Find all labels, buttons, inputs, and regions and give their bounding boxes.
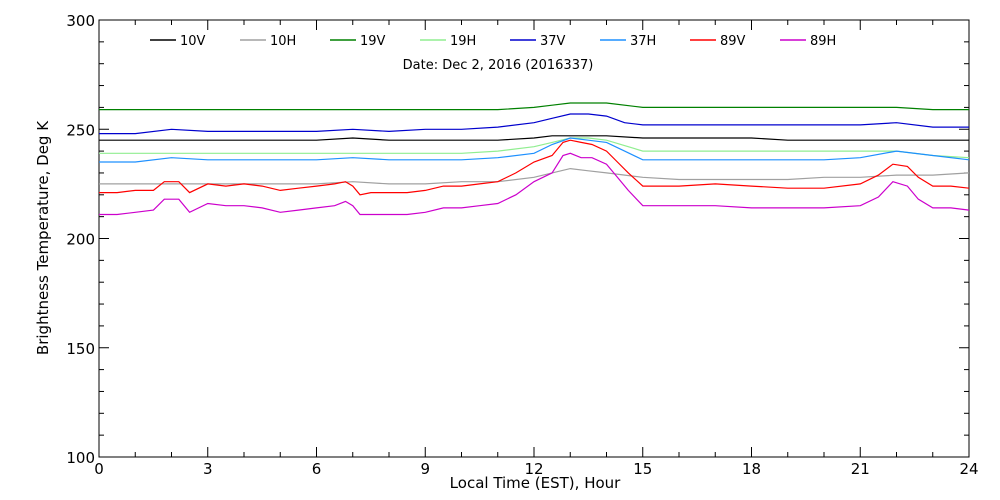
y-tick-label: 200 [66,231,95,249]
x-tick-label: 18 [742,460,761,478]
x-tick-label: 6 [312,460,322,478]
series-line-19h [99,137,970,159]
x-tick-label: 12 [524,460,543,478]
legend-label-89v: 89V [720,34,746,49]
axis-ticks: 0 3 6 9 12 15 18 21 24 100 150 200 250 300 [66,12,978,478]
legend-label-37v: 37V [540,34,566,49]
legend-label-37h: 37H [630,34,656,49]
legend: 10V 10H 19V 19H 37V 37H 89V 89H [150,34,836,49]
series-line-89h [99,152,970,216]
plot-frame [98,19,970,458]
x-tick-label: 21 [851,460,870,478]
series-line-19v [99,102,969,111]
x-tick-label: 24 [959,460,978,478]
series-line-10v [99,135,969,141]
y-tick-label: 250 [66,121,95,139]
series-line-37v [99,113,969,135]
x-tick-label: 9 [420,460,430,478]
series-line-89v [99,139,970,196]
series-lines [99,102,970,216]
chart-title: Date: Dec 2, 2016 (2016337) [403,58,594,73]
y-tick-label: 150 [66,340,95,358]
y-axis-label: Brightness Temperature, Deg K [34,120,52,355]
x-tick-label: 15 [633,460,652,478]
legend-label-10v: 10V [180,34,206,49]
x-axis-label: Local Time (EST), Hour [450,474,621,492]
y-tick-label: 300 [66,12,95,30]
y-tick-label: 100 [66,449,95,467]
legend-label-10h: 10H [270,34,296,49]
legend-label-89h: 89H [810,34,836,49]
x-tick-label: 3 [203,460,213,478]
legend-label-19h: 19H [450,34,476,49]
legend-label-19v: 19V [360,34,386,49]
x-tick-label: 0 [94,460,104,478]
series-line-37h [99,137,970,163]
